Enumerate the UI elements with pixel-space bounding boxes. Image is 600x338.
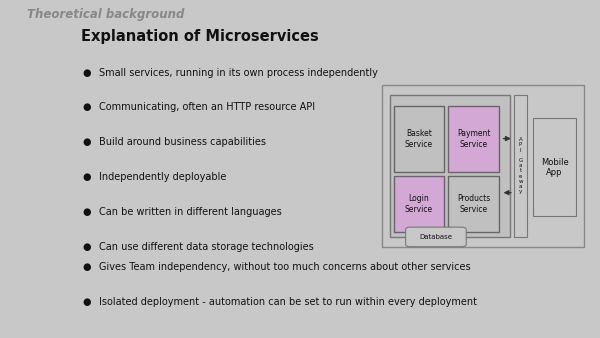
Text: ●: ●	[82, 172, 91, 182]
FancyBboxPatch shape	[390, 95, 510, 237]
FancyBboxPatch shape	[533, 118, 576, 216]
Text: Independently deployable: Independently deployable	[99, 172, 226, 182]
Text: ●: ●	[82, 102, 91, 113]
FancyBboxPatch shape	[394, 176, 445, 232]
Text: Database: Database	[419, 234, 452, 240]
Text: Can be written in different languages: Can be written in different languages	[99, 207, 281, 217]
Text: Gives Team independency, without too much concerns about other services: Gives Team independency, without too muc…	[99, 262, 470, 272]
Text: Explanation of Microservices: Explanation of Microservices	[82, 29, 319, 44]
FancyBboxPatch shape	[448, 106, 499, 172]
FancyBboxPatch shape	[382, 84, 584, 247]
Text: ●: ●	[82, 137, 91, 147]
Text: ●: ●	[82, 297, 91, 308]
FancyBboxPatch shape	[448, 176, 499, 232]
Text: Payment
Service: Payment Service	[457, 129, 490, 149]
Text: Products
Service: Products Service	[457, 194, 490, 214]
Text: Build around business capabilities: Build around business capabilities	[99, 137, 266, 147]
FancyBboxPatch shape	[406, 227, 466, 247]
FancyBboxPatch shape	[394, 106, 445, 172]
FancyBboxPatch shape	[514, 95, 527, 237]
Text: ●: ●	[82, 242, 91, 252]
Text: ●: ●	[82, 207, 91, 217]
Text: ●: ●	[82, 68, 91, 78]
Text: Communicating, often an HTTP resource API: Communicating, often an HTTP resource AP…	[99, 102, 315, 113]
Text: ●: ●	[82, 262, 91, 272]
Text: Login
Service: Login Service	[405, 194, 433, 214]
Text: Mobile
App: Mobile App	[541, 158, 569, 177]
Text: Small services, running in its own process independently: Small services, running in its own proce…	[99, 68, 377, 78]
Text: A
P
I
 
G
a
t
e
w
a
y: A P I G a t e w a y	[518, 137, 523, 194]
Text: Theoretical background: Theoretical background	[27, 8, 184, 21]
Text: Can use different data storage technologies: Can use different data storage technolog…	[99, 242, 314, 252]
Text: Basket
Service: Basket Service	[405, 129, 433, 149]
Text: Isolated deployment - automation can be set to run within every deployment: Isolated deployment - automation can be …	[99, 297, 477, 308]
